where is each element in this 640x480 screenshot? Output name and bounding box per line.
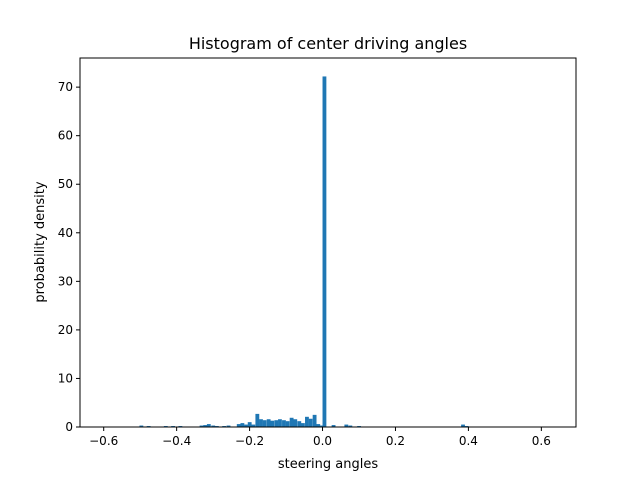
- y-axis-ticks: 0 10 20 30 40 50 60 70: [58, 80, 80, 434]
- histogram-bar: [262, 420, 267, 427]
- histogram-bar: [316, 424, 321, 427]
- histogram-bar: [308, 418, 313, 427]
- histogram-bar: [312, 414, 317, 427]
- chart-title: Histogram of center driving angles: [189, 34, 467, 53]
- x-tick-label: 0.0: [313, 434, 332, 448]
- x-tick-label: −0.4: [162, 434, 191, 448]
- histogram-bar: [226, 425, 231, 427]
- histogram-bar: [331, 425, 336, 427]
- histogram-bar: [278, 419, 282, 427]
- y-axis-label: probability density: [33, 181, 48, 302]
- histogram-bar: [206, 424, 211, 427]
- histogram-bar: [255, 413, 260, 427]
- histogram-bar: [348, 425, 353, 427]
- histogram-bar: [139, 425, 144, 427]
- y-tick-label: 30: [58, 274, 73, 288]
- histogram-bar: [305, 416, 309, 427]
- x-axis-ticks: −0.6 −0.4 −0.2 0.0 0.2 0.4 0.6: [89, 427, 551, 448]
- histogram-bar: [259, 419, 263, 427]
- y-tick-label: 10: [58, 371, 73, 385]
- x-tick-label: 0.4: [459, 434, 478, 448]
- histogram-bar: [240, 423, 245, 427]
- x-tick-label: −0.2: [235, 434, 264, 448]
- x-axis-label: steering angles: [278, 457, 379, 472]
- histogram-bar: [211, 425, 216, 427]
- histogram-bar: [251, 424, 256, 427]
- x-tick-label: 0.2: [386, 434, 405, 448]
- histogram-bar: [199, 425, 204, 427]
- plot-frame: [79, 57, 577, 428]
- histogram-bar: [266, 419, 271, 427]
- y-tick-label: 20: [58, 323, 73, 337]
- histogram-bar: [274, 420, 279, 427]
- y-tick-label: 70: [58, 80, 73, 94]
- histogram-bar: [285, 421, 290, 427]
- y-tick-label: 60: [58, 129, 73, 143]
- histogram-bar: [322, 76, 327, 427]
- histogram-bar: [319, 425, 324, 427]
- histogram-bar: [293, 419, 298, 427]
- histogram-bar: [244, 424, 248, 427]
- y-tick-label: 0: [65, 420, 73, 434]
- histogram-bar: [270, 420, 275, 427]
- histogram-bar: [289, 417, 294, 427]
- y-tick-label: 50: [58, 177, 73, 191]
- histogram-bar: [297, 421, 302, 427]
- histogram-bar: [247, 422, 252, 427]
- x-tick-label: 0.6: [532, 434, 551, 448]
- y-tick-label: 40: [58, 226, 73, 240]
- histogram-bar: [461, 424, 465, 427]
- histogram-bar: [236, 424, 241, 427]
- histogram-bar: [282, 420, 286, 427]
- histogram-bar: [344, 424, 349, 427]
- histogram-bar: [203, 425, 208, 427]
- x-tick-label: −0.6: [89, 434, 118, 448]
- histogram-bar: [301, 423, 305, 427]
